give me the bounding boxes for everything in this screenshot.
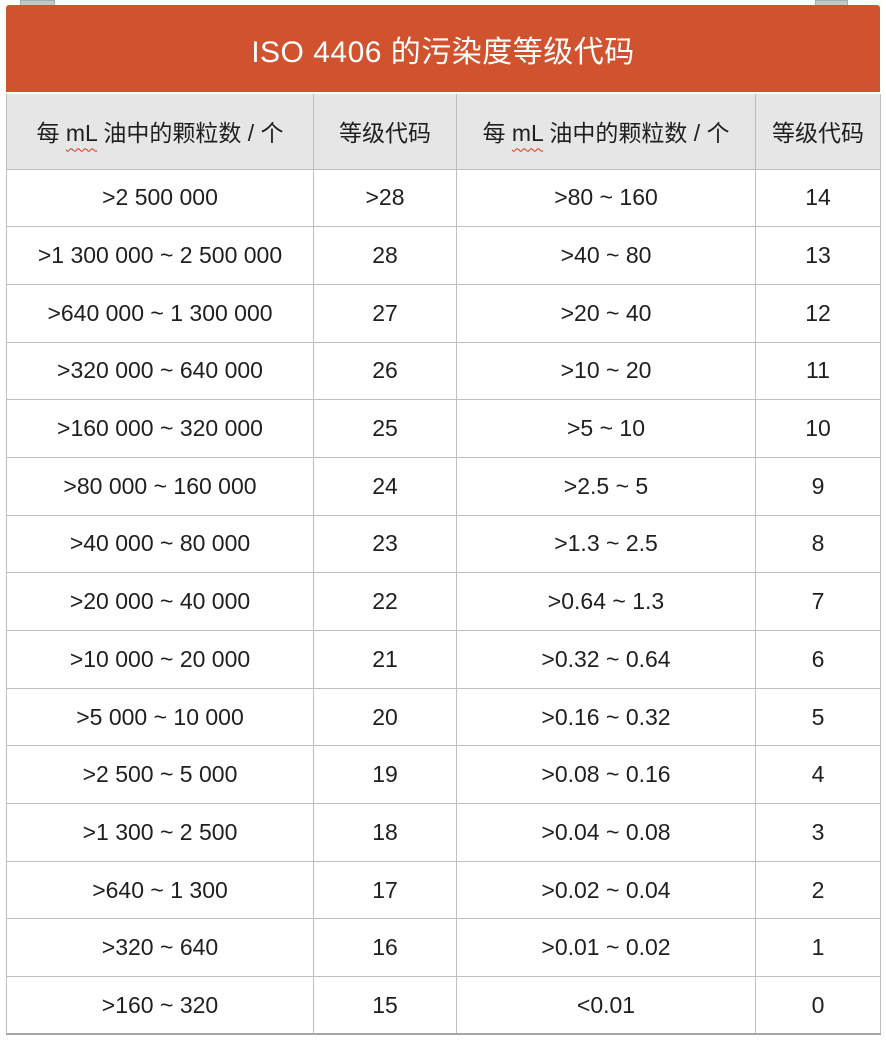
code-right: 1 [755, 918, 881, 978]
iso4406-table: 每 mL 油中的颗粒数 / 个 等级代码 每 mL 油中的颗粒数 / 个 等级代… [6, 94, 881, 1036]
particle-range-left: >10 000 ~ 20 000 [6, 630, 314, 689]
particle-range-left: >40 000 ~ 80 000 [6, 514, 314, 574]
ml-unit-spellcheck: mL [511, 120, 543, 147]
particle-range-left: >2 500 ~ 5 000 [6, 745, 314, 805]
particle-range-right: >0.64 ~ 1.3 [456, 572, 756, 631]
code-right: 2 [755, 860, 881, 920]
table-row: >640 000 ~ 1 300 000 27 >20 ~ 40 12 [6, 283, 881, 343]
particle-range-right: >80 ~ 160 [456, 168, 756, 228]
particle-range-left: >20 000 ~ 40 000 [6, 572, 314, 631]
particle-range-right: >0.01 ~ 0.02 [456, 918, 756, 978]
code-left: 23 [313, 514, 457, 574]
code-right: 0 [755, 976, 881, 1035]
header-text: 每 [482, 120, 512, 147]
table-row: >160 ~ 320 15 <0.01 0 [6, 976, 881, 1035]
particle-range-right: >20 ~ 40 [456, 283, 756, 343]
table-title-banner: ISO 4406 的污染度等级代码 [6, 5, 880, 92]
column-header-particles-right: 每 mL 油中的颗粒数 / 个 [456, 94, 756, 170]
particle-range-left: >80 000 ~ 160 000 [6, 456, 314, 516]
particle-range-left: >1 300 000 ~ 2 500 000 [6, 226, 314, 285]
code-right: 10 [755, 399, 881, 458]
top-edge-handle-right [815, 0, 848, 5]
particle-range-right: >0.16 ~ 0.32 [456, 687, 756, 747]
code-right: 7 [755, 572, 881, 631]
code-left: >28 [313, 168, 457, 228]
table-row: >80 000 ~ 160 000 24 >2.5 ~ 5 9 [6, 456, 881, 516]
particle-range-right: <0.01 [456, 976, 756, 1035]
particle-range-right: >0.02 ~ 0.04 [456, 860, 756, 920]
particle-range-right: >0.08 ~ 0.16 [456, 745, 756, 805]
table-row: >5 000 ~ 10 000 20 >0.16 ~ 0.32 5 [6, 687, 881, 747]
table-row: >20 000 ~ 40 000 22 >0.64 ~ 1.3 7 [6, 572, 881, 631]
table-row: >2 500 ~ 5 000 19 >0.08 ~ 0.16 4 [6, 745, 881, 805]
particle-range-left: >320 ~ 640 [6, 918, 314, 978]
particle-range-right: >5 ~ 10 [456, 399, 756, 458]
particle-range-right: >40 ~ 80 [456, 226, 756, 285]
header-text: 油中的颗粒数 / 个 [96, 120, 284, 147]
code-left: 27 [313, 283, 457, 343]
code-right: 9 [755, 456, 881, 516]
particle-range-right: >1.3 ~ 2.5 [456, 514, 756, 574]
page-title: ISO 4406 的污染度等级代码 [251, 35, 635, 69]
particle-range-left: >2 500 000 [6, 168, 314, 228]
code-left: 15 [313, 976, 457, 1035]
code-left: 24 [313, 456, 457, 516]
table-row: >2 500 000 >28 >80 ~ 160 14 [6, 168, 881, 228]
table-row: >1 300 ~ 2 500 18 >0.04 ~ 0.08 3 [6, 803, 881, 862]
particle-range-left: >640 ~ 1 300 [6, 860, 314, 920]
particle-range-left: >320 000 ~ 640 000 [6, 341, 314, 401]
code-left: 19 [313, 745, 457, 805]
particle-range-left: >5 000 ~ 10 000 [6, 687, 314, 747]
code-left: 18 [313, 803, 457, 862]
table-row: >640 ~ 1 300 17 >0.02 ~ 0.04 2 [6, 860, 881, 920]
code-right: 11 [755, 341, 881, 401]
code-left: 28 [313, 226, 457, 285]
table-row: >40 000 ~ 80 000 23 >1.3 ~ 2.5 8 [6, 514, 881, 574]
particle-range-left: >160 ~ 320 [6, 976, 314, 1035]
table-row: >320 000 ~ 640 000 26 >10 ~ 20 11 [6, 341, 881, 401]
table-body: >2 500 000 >28 >80 ~ 160 14 >1 300 000 ~… [6, 168, 881, 1035]
code-right: 13 [755, 226, 881, 285]
table-row: >1 300 000 ~ 2 500 000 28 >40 ~ 80 13 [6, 226, 881, 285]
particle-range-right: >0.32 ~ 0.64 [456, 630, 756, 689]
particle-range-left: >160 000 ~ 320 000 [6, 399, 314, 458]
header-row: 每 mL 油中的颗粒数 / 个 等级代码 每 mL 油中的颗粒数 / 个 等级代… [6, 94, 881, 170]
code-left: 17 [313, 860, 457, 920]
header-text: 油中的颗粒数 / 个 [542, 120, 730, 147]
particle-range-left: >1 300 ~ 2 500 [6, 803, 314, 862]
particle-range-left: >640 000 ~ 1 300 000 [6, 283, 314, 343]
code-left: 20 [313, 687, 457, 747]
header-text: 每 [36, 120, 66, 147]
column-header-code-left: 等级代码 [313, 94, 457, 170]
particle-range-right: >10 ~ 20 [456, 341, 756, 401]
code-left: 21 [313, 630, 457, 689]
code-right: 8 [755, 514, 881, 574]
ml-unit-spellcheck: mL [65, 120, 97, 147]
code-right: 4 [755, 745, 881, 805]
table-row: >10 000 ~ 20 000 21 >0.32 ~ 0.64 6 [6, 630, 881, 689]
particle-range-right: >0.04 ~ 0.08 [456, 803, 756, 862]
code-right: 3 [755, 803, 881, 862]
code-left: 16 [313, 918, 457, 978]
particle-range-right: >2.5 ~ 5 [456, 456, 756, 516]
code-right: 14 [755, 168, 881, 228]
table-row: >320 ~ 640 16 >0.01 ~ 0.02 1 [6, 918, 881, 978]
table-row: >160 000 ~ 320 000 25 >5 ~ 10 10 [6, 399, 881, 458]
code-left: 25 [313, 399, 457, 458]
code-right: 6 [755, 630, 881, 689]
code-left: 22 [313, 572, 457, 631]
top-edge-handle-left [20, 0, 55, 5]
code-right: 12 [755, 283, 881, 343]
code-right: 5 [755, 687, 881, 747]
column-header-particles-left: 每 mL 油中的颗粒数 / 个 [6, 94, 314, 170]
code-left: 26 [313, 341, 457, 401]
column-header-code-right: 等级代码 [755, 94, 881, 170]
